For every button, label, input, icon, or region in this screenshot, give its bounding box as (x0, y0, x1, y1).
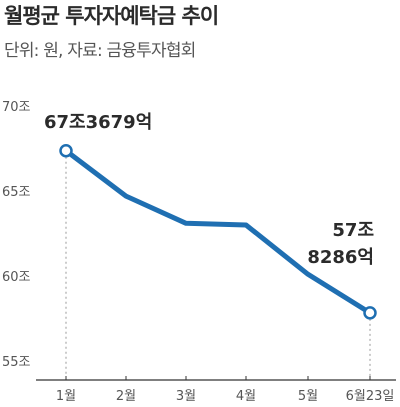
x-tick-label: 4월 (236, 389, 256, 404)
y-tick-label: 70조 (2, 100, 31, 115)
series-line (63, 148, 373, 316)
data-label: 67조3679억 (44, 112, 152, 133)
y-tick-label: 60조 (2, 270, 31, 285)
x-tick-label: 1월 (56, 389, 76, 404)
x-tick-label: 5월 (298, 389, 318, 404)
data-point-marker (363, 306, 377, 320)
chart-title: 월평균 투자자예탁금 추이 (4, 4, 219, 28)
data-point-marker (59, 143, 73, 158)
x-tick-label: 2월 (116, 389, 136, 404)
data-label: 8286억 (307, 247, 374, 268)
y-tick-label: 65조 (2, 185, 31, 200)
chart-subtitle: 단위: 원, 자료: 금융투자협회 (4, 41, 196, 61)
y-tick-label: 55조 (2, 355, 31, 370)
data-label: 57조 (332, 220, 374, 241)
x-tick-label: 3월 (176, 389, 196, 404)
x-tick-label: 6월23일 (346, 389, 395, 404)
